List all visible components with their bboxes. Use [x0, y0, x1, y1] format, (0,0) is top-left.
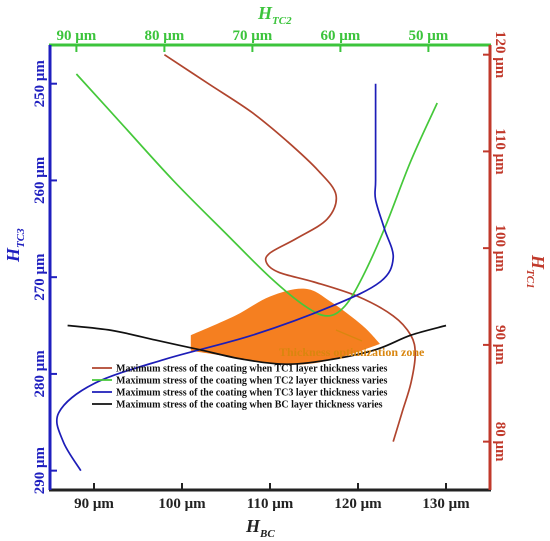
- series-line-1: [163, 53, 417, 442]
- tick-label-right: 80 μm: [492, 422, 508, 462]
- tick-label-bottom: 110 μm: [247, 496, 294, 512]
- tick-label-left: 250 μm: [32, 60, 48, 108]
- tick-label-top: 70 μm: [233, 28, 273, 44]
- axis-title-top: HTC2: [257, 3, 292, 27]
- tick-label-left: 290 μm: [32, 447, 48, 495]
- legend-label: Maximum stress of the coating when BC la…: [116, 400, 383, 411]
- tick-label-bottom: 100 μm: [158, 496, 206, 512]
- tick-label-top: 90 μm: [57, 28, 97, 44]
- legend-label: Maximum stress of the coating when TC1 l…: [116, 364, 387, 375]
- tick-label-bottom: 90 μm: [74, 496, 114, 512]
- optimization-zone: [190, 288, 380, 365]
- tick-label-top: 60 μm: [321, 28, 361, 44]
- ticks-layer: 90 μm 100 μm 110 μm 120 μm 130 μm 90 μm 80 μm 7…: [32, 28, 508, 512]
- tick-label-right: 120 μm: [492, 31, 508, 79]
- zone-label: Thickness optimization zone: [279, 345, 425, 359]
- series-line-2: [75, 73, 438, 317]
- tick-label-right: 110 μm: [492, 128, 508, 175]
- axis-title-left: HTC3: [3, 228, 27, 263]
- series-line-4: [67, 324, 447, 366]
- legend-label: Maximum stress of the coating when TC3 l…: [116, 388, 387, 399]
- tick-label-left: 270 μm: [32, 253, 48, 301]
- tick-label-bottom: 120 μm: [334, 496, 382, 512]
- tick-label-top: 50 μm: [409, 28, 449, 44]
- legend: Maximum stress of the coating when TC1 l…: [92, 364, 387, 411]
- tick-label-bottom: 130 μm: [422, 496, 470, 512]
- axis-title-bottom: HBC: [245, 516, 275, 540]
- tick-label-left: 280 μm: [32, 350, 48, 398]
- zone-leader: [335, 329, 363, 342]
- tick-label-right: 100 μm: [492, 225, 508, 273]
- zone-layer: [190, 288, 380, 365]
- tick-label-top: 80 μm: [145, 28, 185, 44]
- axis-title-right: HTC1: [524, 254, 548, 289]
- tick-label-left: 260 μm: [32, 156, 48, 204]
- tick-label-right: 90 μm: [492, 325, 508, 365]
- series-line-3: [55, 83, 395, 472]
- series-layer: [55, 53, 447, 472]
- legend-label: Maximum stress of the coating when TC2 l…: [116, 376, 387, 387]
